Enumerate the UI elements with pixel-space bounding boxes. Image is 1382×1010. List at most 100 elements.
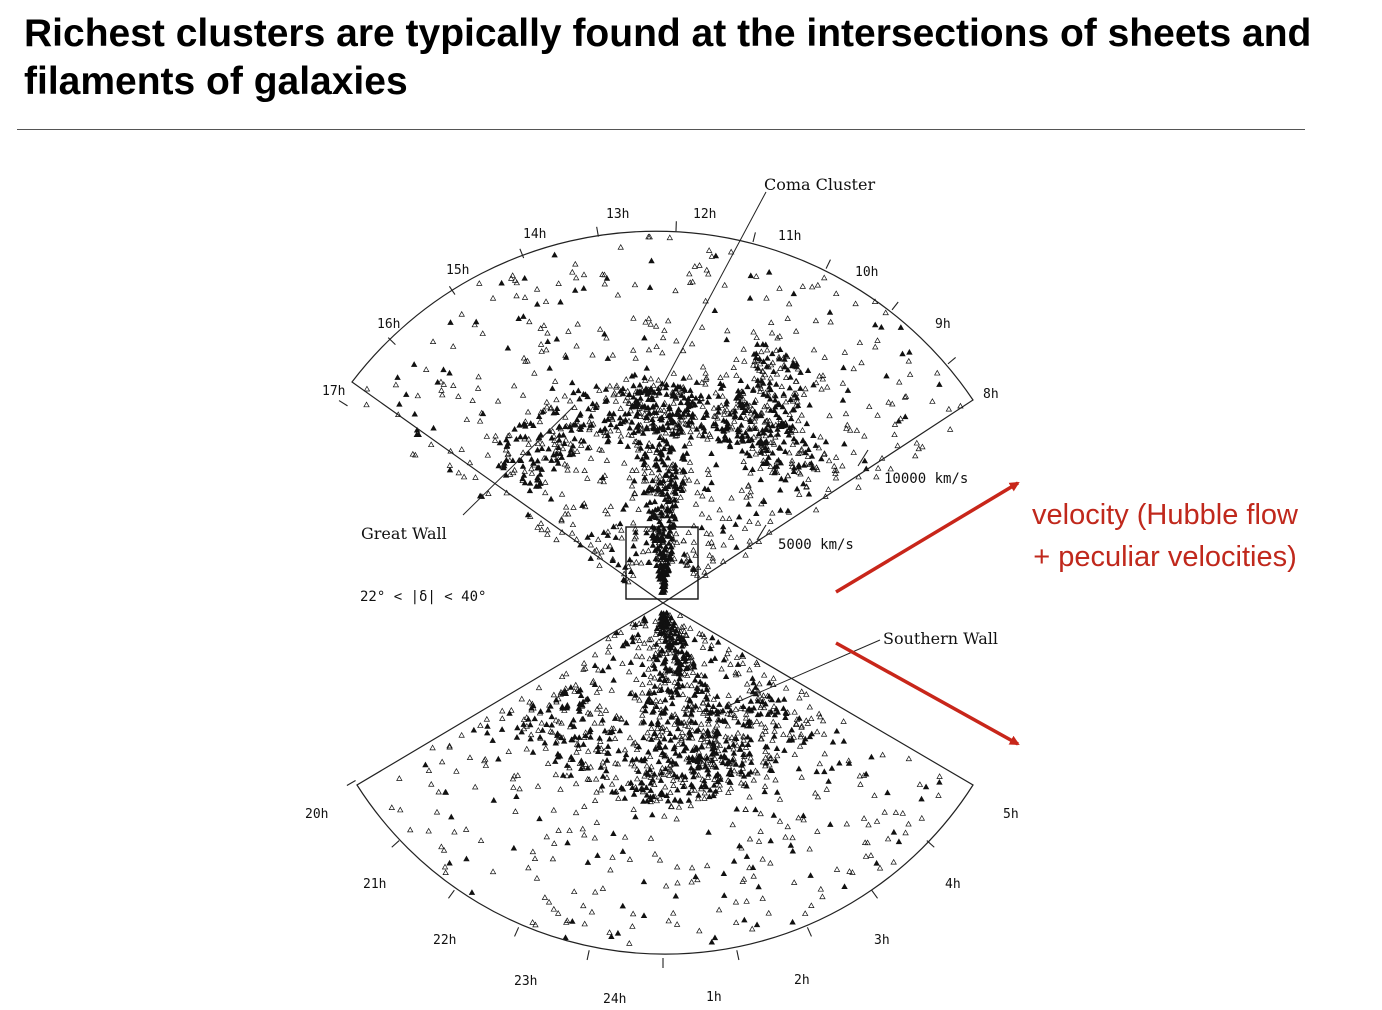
galaxy-point (824, 383, 831, 390)
galaxy-point (723, 737, 730, 744)
galaxy-point (681, 442, 688, 449)
galaxy-point (677, 483, 684, 489)
galaxy-point (698, 395, 705, 401)
galaxy-point (762, 762, 769, 769)
tick-mark (596, 226, 599, 237)
galaxy-point (665, 424, 672, 431)
galaxy-point (723, 371, 730, 378)
galaxy-point (795, 765, 803, 772)
galaxy-point (682, 773, 689, 780)
galaxy-point (734, 439, 741, 445)
galaxy-point (759, 730, 766, 737)
galaxy-point (653, 449, 660, 455)
galaxy-point (647, 787, 654, 793)
galaxy-point (802, 449, 809, 456)
galaxy-point (689, 783, 697, 789)
galaxy-point (672, 502, 679, 508)
galaxy-point (671, 711, 679, 717)
galaxy-point (736, 425, 744, 432)
galaxy-point (669, 392, 676, 399)
galaxy-point (653, 703, 660, 710)
galaxy-point (720, 870, 728, 877)
galaxy-point (706, 715, 713, 722)
galaxy-point (608, 546, 616, 553)
galaxy-point (708, 495, 715, 502)
galaxy-point (696, 678, 704, 685)
galaxy-point (633, 467, 640, 473)
galaxy-point (746, 864, 753, 871)
galaxy-point (550, 432, 558, 439)
galaxy-point (715, 408, 722, 415)
galaxy-point (743, 722, 751, 729)
galaxy-point (891, 431, 898, 438)
galaxy-point (596, 702, 603, 709)
galaxy-point (691, 263, 699, 269)
galaxy-point (899, 350, 906, 357)
galaxy-point (529, 749, 537, 755)
galaxy-point (744, 733, 752, 740)
galaxy-point (763, 437, 770, 444)
galaxy-point (691, 636, 698, 643)
galaxy-point (664, 512, 671, 519)
hour-label-23h: 23h (514, 974, 537, 989)
galaxy-point (652, 412, 659, 419)
galaxy-point (682, 722, 689, 728)
galaxy-point (537, 520, 545, 526)
galaxy-point (643, 417, 650, 423)
galaxy-point (790, 733, 798, 740)
galaxy-point (667, 789, 674, 795)
galaxy-point (705, 247, 713, 253)
galaxy-point (570, 389, 577, 396)
galaxy-point (547, 405, 554, 412)
galaxy-point (683, 649, 690, 656)
hour-label-12h: 12h (693, 207, 716, 222)
galaxy-point (690, 522, 698, 529)
galaxy-point (725, 692, 732, 698)
galaxy-point (792, 427, 799, 433)
galaxy-point (700, 727, 707, 734)
galaxy-point (700, 757, 707, 764)
galaxy-point (555, 460, 562, 466)
galaxy-point (727, 425, 735, 432)
galaxy-point (554, 750, 562, 757)
galaxy-point (709, 554, 716, 561)
galaxy-point (742, 744, 750, 750)
galaxy-point (468, 889, 476, 895)
galaxy-point (749, 466, 756, 472)
galaxy-point (840, 364, 847, 371)
hour-label-3h: 3h (874, 933, 890, 948)
galaxy-point (747, 488, 754, 495)
galaxy-point (795, 417, 802, 424)
galaxy-point (779, 403, 786, 410)
galaxy-point (584, 534, 591, 540)
galaxy-point (774, 789, 781, 795)
galaxy-point (652, 322, 660, 329)
galaxy-point (658, 449, 665, 455)
galaxy-point (833, 467, 840, 474)
galaxy-point (758, 735, 765, 742)
galaxy-point (775, 696, 782, 703)
galaxy-point (664, 797, 672, 804)
hour-label-1h: 1h (706, 990, 722, 1005)
galaxy-point (601, 417, 608, 424)
galaxy-point (846, 868, 853, 874)
galaxy-point (802, 440, 809, 447)
galaxy-point (708, 450, 715, 457)
galaxy-point (711, 307, 719, 313)
galaxy-point (778, 383, 786, 389)
galaxy-point (790, 464, 798, 471)
galaxy-point (555, 444, 562, 451)
galaxy-point (458, 446, 465, 452)
galaxy-point (661, 638, 669, 644)
galaxy-point (608, 933, 615, 940)
galaxy-point (739, 741, 746, 747)
galaxy-point (644, 729, 651, 736)
galaxy-point (550, 691, 558, 698)
galaxy-point (655, 758, 663, 765)
galaxy-point (721, 407, 728, 414)
galaxy-point (646, 753, 654, 760)
galaxy-point (689, 734, 696, 741)
galaxy-point (458, 310, 465, 317)
galaxy-point (906, 348, 913, 355)
galaxy-point (749, 688, 757, 695)
